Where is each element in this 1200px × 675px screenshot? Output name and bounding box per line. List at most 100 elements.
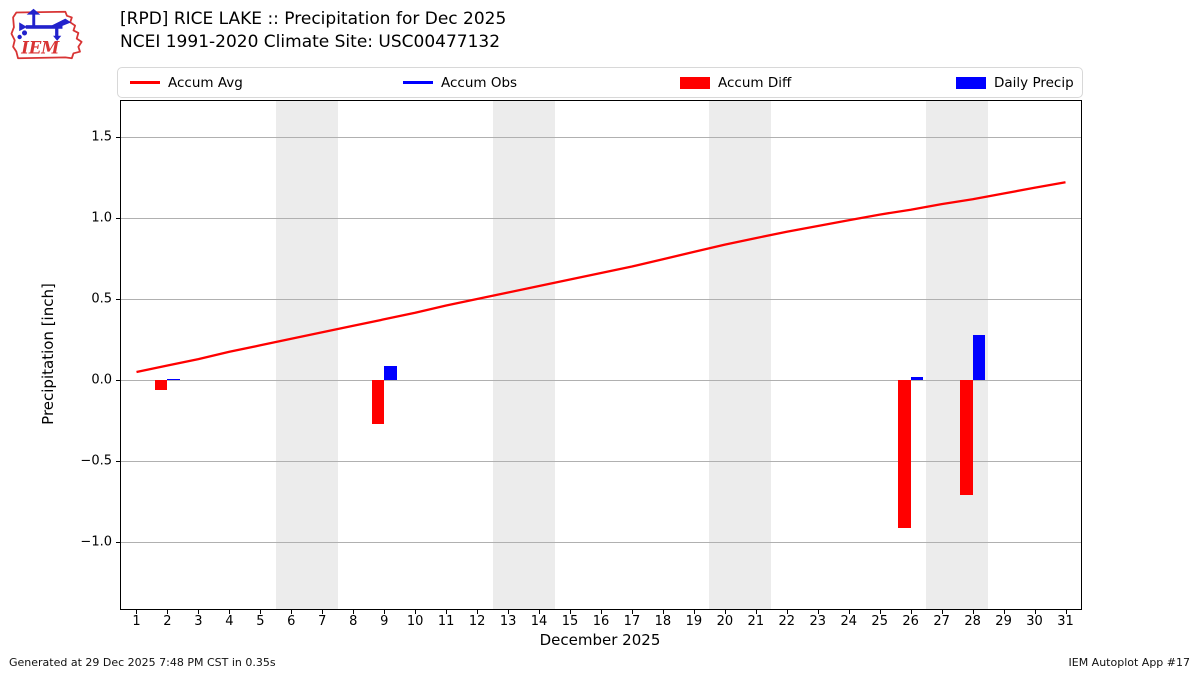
x-tick-label: 2: [163, 614, 172, 629]
plot-area: 1.5 1.0 0.5 0.0 −0.5 −1.0 1 2 3 4 5 6 7 8 9 10 11 12 13 14 1…: [80, 100, 1082, 629]
x-tick-mark: [693, 609, 695, 614]
legend-item-accum-avg: Accum Avg: [130, 68, 243, 97]
x-tick-mark: [848, 609, 850, 614]
x-tick-label: 7: [318, 614, 327, 629]
generated-at-text: Generated at 29 Dec 2025 7:48 PM CST in …: [9, 656, 276, 669]
x-tick-label: 10: [406, 614, 424, 629]
accum-avg-line: [136, 181, 1066, 374]
x-tick-label: 29: [995, 614, 1012, 629]
x-tick-mark: [910, 609, 912, 614]
x-tick-label: 22: [778, 614, 796, 629]
x-tick-mark: [508, 609, 510, 614]
x-tick-mark: [879, 609, 881, 614]
legend-item-daily-precip: Daily Precip: [956, 68, 1074, 97]
x-tick-mark: [724, 609, 726, 614]
x-tick-mark: [477, 609, 479, 614]
x-tick-mark: [817, 609, 819, 614]
x-tick-label: 26: [902, 614, 919, 629]
accum-diff-bar: [155, 380, 168, 390]
x-tick-label: 15: [561, 614, 579, 629]
legend-item-accum-obs: Accum Obs: [403, 68, 517, 97]
x-tick-label: 14: [530, 614, 548, 629]
daily-precip-bar: [910, 376, 924, 381]
legend-label: Accum Diff: [718, 74, 792, 91]
accum-diff-bar: [371, 380, 385, 424]
x-tick-mark: [972, 609, 974, 614]
x-tick-label: 18: [654, 614, 672, 629]
weather-vane-icon: [17, 8, 72, 41]
x-tick-label: 30: [1026, 614, 1043, 629]
x-tick-label: 23: [809, 614, 827, 629]
weekend-band: [492, 101, 555, 609]
x-tick-label: 13: [499, 614, 517, 629]
x-tick-mark: [662, 609, 664, 614]
y-tick-mark: [116, 217, 121, 219]
legend: Accum Avg Accum Obs Accum Diff Daily Pre…: [117, 67, 1083, 98]
iem-logo: IEM: [10, 8, 83, 60]
legend-item-accum-diff: Accum Diff: [680, 68, 791, 97]
x-tick-label: 24: [840, 614, 858, 629]
x-axis-label: December 2025: [539, 631, 661, 649]
x-tick-mark: [353, 609, 355, 614]
x-tick-mark: [941, 609, 943, 614]
x-tick-label: 31: [1057, 614, 1074, 629]
gridline: [121, 461, 1081, 463]
app-credit-text: IEM Autoplot App #17: [1068, 656, 1191, 669]
legend-label: Accum Obs: [441, 74, 518, 91]
x-tick-mark: [755, 609, 757, 614]
x-tick-mark: [291, 609, 293, 614]
x-tick-label: 9: [380, 614, 389, 629]
weekend-band: [275, 101, 338, 609]
legend-label: Accum Avg: [168, 74, 243, 91]
x-tick-mark: [167, 609, 169, 614]
x-tick-label: 8: [349, 614, 358, 629]
y-tick-label: 0.0: [91, 372, 112, 388]
x-tick-mark: [322, 609, 324, 614]
daily-precip-bar: [384, 365, 397, 381]
y-axis-label: Precipitation [inch]: [39, 283, 57, 425]
daily-precip-bar: [972, 334, 985, 381]
x-tick-mark: [229, 609, 231, 614]
x-tick-label: 5: [256, 614, 265, 629]
x-tick-label: 25: [871, 614, 888, 629]
x-tick-mark: [539, 609, 541, 614]
legend-label: Daily Precip: [994, 74, 1074, 91]
accum-obs-line-swatch: [403, 81, 433, 84]
y-tick-mark: [116, 542, 121, 544]
iem-logo-text: IEM: [20, 38, 60, 57]
y-tick-label: 1.0: [91, 210, 112, 226]
x-tick-label: 4: [225, 614, 234, 629]
daily-precip-bar: [167, 378, 180, 381]
accum-diff-bar: [960, 380, 973, 496]
y-tick-label: 1.5: [91, 129, 112, 145]
x-tick-mark: [631, 609, 633, 614]
x-tick-label: 3: [194, 614, 203, 629]
y-tick-mark: [116, 380, 121, 382]
x-tick-label: 17: [623, 614, 641, 629]
daily-precip-patch-swatch: [956, 76, 986, 89]
gridline: [121, 542, 1081, 544]
x-tick-label: 6: [287, 614, 296, 629]
x-tick-label: 1: [132, 614, 141, 629]
x-tick-label: 28: [964, 614, 981, 629]
x-tick-mark: [1003, 609, 1005, 614]
x-tick-label: 21: [747, 614, 765, 629]
y-tick-label: −1.0: [80, 534, 112, 550]
y-tick-label: 0.5: [91, 291, 112, 307]
accum-diff-bar: [898, 380, 911, 528]
gridline: [121, 380, 1081, 382]
gridline: [121, 136, 1081, 138]
chart-title: [RPD] RICE LAKE :: Precipitation for Dec…: [120, 9, 507, 29]
accum-avg-line-swatch: [130, 81, 160, 84]
x-tick-mark: [198, 609, 200, 614]
accum-diff-patch-swatch: [680, 76, 710, 89]
x-tick-mark: [260, 609, 262, 614]
y-tick-mark: [116, 136, 121, 138]
x-tick-mark: [384, 609, 386, 614]
x-tick-label: 12: [468, 614, 486, 629]
x-tick-label: 19: [685, 614, 703, 629]
x-tick-label: 11: [437, 614, 455, 629]
y-tick-mark: [116, 461, 121, 463]
y-tick-label: −0.5: [80, 453, 112, 469]
